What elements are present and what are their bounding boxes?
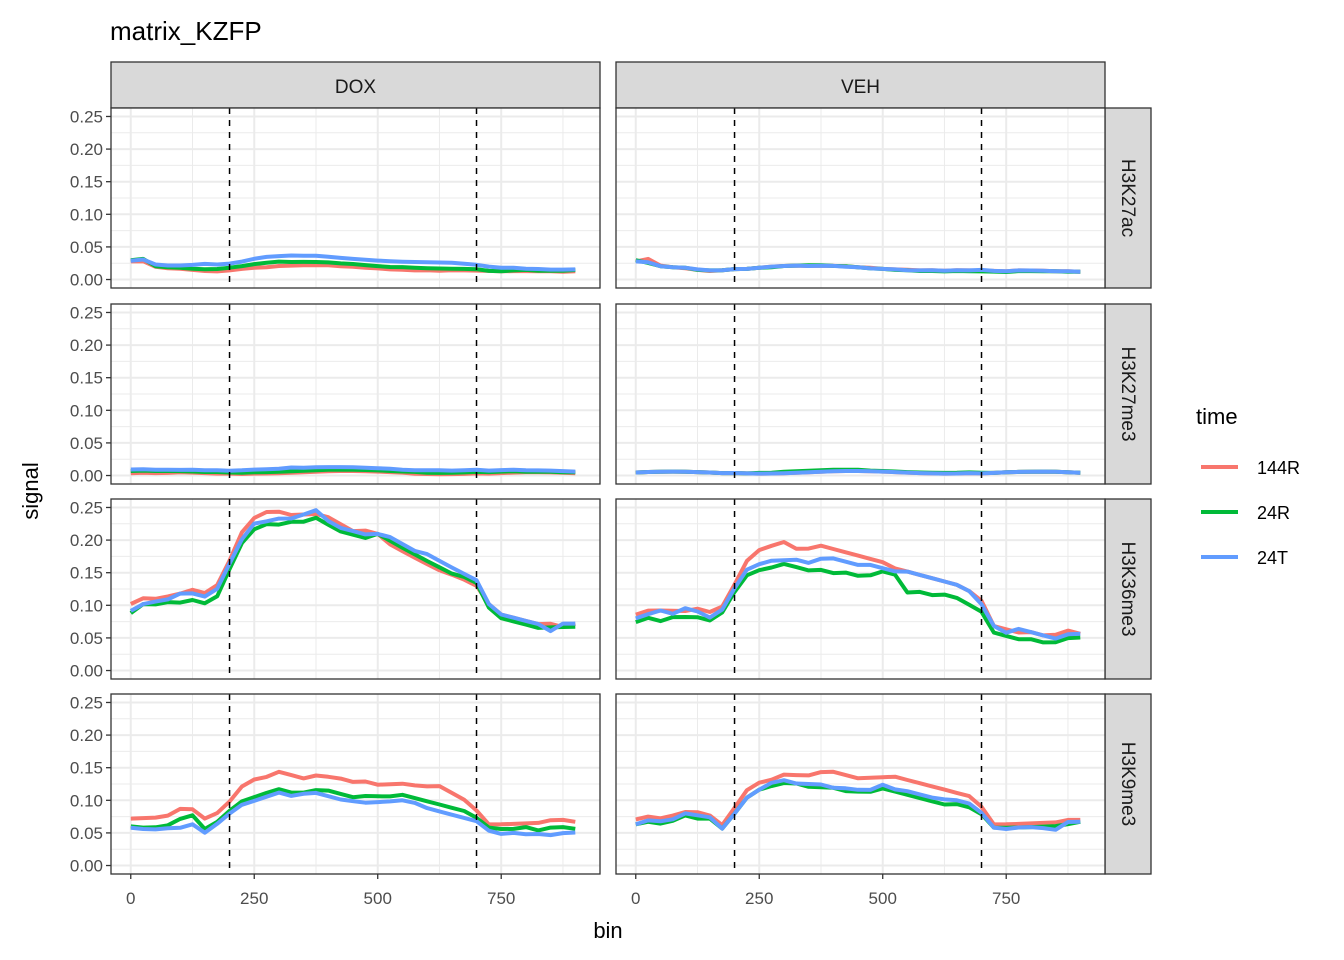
facet-strip-label: H3K27ac bbox=[1117, 159, 1138, 237]
y-tick-label: 0.15 bbox=[70, 759, 103, 778]
series-line-24t bbox=[130, 465, 576, 474]
panel-border bbox=[615, 107, 1106, 289]
y-tick-label: 0.00 bbox=[70, 662, 103, 681]
facet-strip-dox bbox=[110, 61, 601, 109]
y-tick-label: 0.25 bbox=[70, 693, 103, 712]
y-tick-label: 0.15 bbox=[70, 173, 103, 192]
series-line-24r bbox=[130, 787, 576, 833]
panel-border bbox=[110, 498, 601, 680]
series-line-24t bbox=[635, 778, 1081, 832]
y-tick-label: 0.15 bbox=[70, 369, 103, 388]
y-tick-label: 0.25 bbox=[70, 303, 103, 322]
panel-border bbox=[110, 693, 601, 875]
panel-border bbox=[110, 303, 601, 485]
y-tick-label: 0.20 bbox=[70, 726, 103, 745]
panel-dox-h3k36me3: 0.00 0.05 0.10 0.15 0.20 0.25 bbox=[70, 498, 601, 681]
panel-border bbox=[615, 303, 1106, 485]
panel-dox-h3k27me3: 0.00 0.05 0.10 0.15 0.20 0.25 bbox=[70, 303, 601, 486]
legend-label-24t: 24T bbox=[1257, 548, 1288, 568]
series-line-24r bbox=[130, 256, 576, 274]
x-tick-label: 0 bbox=[126, 889, 135, 908]
series-line-24r bbox=[635, 561, 1081, 645]
facet-strip-h3k27me3 bbox=[1104, 303, 1152, 485]
x-tick-label: 250 bbox=[745, 889, 773, 908]
y-tick-label: 0.20 bbox=[70, 336, 103, 355]
y-tick-label: 0.00 bbox=[70, 857, 103, 876]
y-tick-label: 0.05 bbox=[70, 434, 103, 453]
y-tick-label: 0.10 bbox=[70, 596, 103, 615]
facet-strip-label: VEH bbox=[841, 77, 880, 98]
legend-label-144r: 144R bbox=[1257, 458, 1300, 478]
panel-border bbox=[615, 498, 1106, 680]
series-line-24t bbox=[130, 253, 576, 272]
panels-group: DOX VEH H3K27ac H3K27me3 H3K36me3 H3K9me3 0.00… bbox=[70, 61, 1152, 908]
y-tick-label: 0.10 bbox=[70, 791, 103, 810]
y-tick-label: 0.00 bbox=[70, 271, 103, 290]
facet-strip-label: DOX bbox=[335, 77, 377, 98]
x-tick-label: 500 bbox=[869, 889, 897, 908]
panel-veh-h3k9me3: 0 250 500 750 bbox=[615, 693, 1106, 908]
y-tick-label: 0.10 bbox=[70, 205, 103, 224]
y-tick-label: 0.25 bbox=[70, 107, 103, 126]
facet-strip-label: H3K36me3 bbox=[1117, 541, 1138, 636]
panel-dox-h3k9me3: 0.00 0.05 0.10 0.15 0.20 0.25 0 250 500 750 bbox=[70, 693, 601, 908]
panel-veh-h3k36me3 bbox=[615, 498, 1106, 680]
facet-strip-label: H3K27me3 bbox=[1117, 346, 1138, 441]
series-line-24r bbox=[129, 515, 576, 630]
y-tick-label: 0.25 bbox=[70, 498, 103, 517]
series-line-144r bbox=[130, 769, 576, 827]
series-line-24t bbox=[130, 790, 576, 838]
x-tick-label: 750 bbox=[487, 889, 515, 908]
facet-strip-h3k27ac bbox=[1104, 107, 1152, 289]
panel-border bbox=[615, 693, 1106, 875]
series-line-144r bbox=[635, 540, 1081, 638]
y-tick-label: 0.05 bbox=[70, 824, 103, 843]
y-axis-title: signal bbox=[18, 462, 43, 519]
series-line-24t bbox=[635, 259, 1081, 274]
chart-title: matrix_KZFP bbox=[110, 16, 262, 46]
x-tick-label: 250 bbox=[240, 889, 268, 908]
x-tick-label: 0 bbox=[631, 889, 640, 908]
panel-dox-h3k27ac: 0.00 0.05 0.10 0.15 0.20 0.25 bbox=[70, 107, 601, 290]
facet-strip-veh bbox=[615, 61, 1106, 109]
legend-title: time bbox=[1196, 404, 1238, 429]
y-tick-label: 0.00 bbox=[70, 467, 103, 486]
legend: time 144R 24R 24T bbox=[1196, 404, 1300, 568]
x-axis-title: bin bbox=[593, 918, 622, 943]
facet-strip-label: H3K9me3 bbox=[1117, 742, 1138, 827]
y-tick-label: 0.05 bbox=[70, 629, 103, 648]
x-tick-label: 500 bbox=[364, 889, 392, 908]
y-tick-label: 0.20 bbox=[70, 531, 103, 550]
legend-label-24r: 24R bbox=[1257, 503, 1290, 523]
panel-border bbox=[110, 107, 601, 289]
y-tick-label: 0.10 bbox=[70, 401, 103, 420]
series-line-24t bbox=[635, 556, 1081, 641]
x-tick-label: 750 bbox=[992, 889, 1020, 908]
panel-veh-h3k27ac bbox=[615, 107, 1106, 289]
panel-veh-h3k27me3 bbox=[615, 303, 1106, 485]
series-line-24t bbox=[635, 469, 1081, 476]
y-tick-label: 0.15 bbox=[70, 564, 103, 583]
series-line-24t bbox=[129, 508, 576, 634]
y-tick-label: 0.20 bbox=[70, 140, 103, 159]
y-tick-label: 0.05 bbox=[70, 238, 103, 257]
facet-strip-h3k36me3 bbox=[1104, 498, 1152, 680]
